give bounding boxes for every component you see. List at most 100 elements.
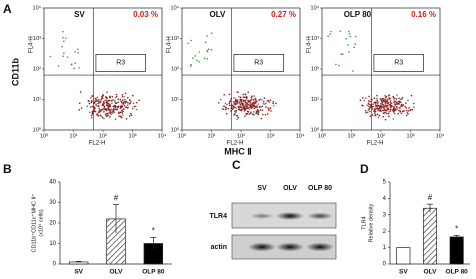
x-tick-label: 10⁴ bbox=[158, 132, 167, 139]
event-dot bbox=[109, 105, 112, 108]
event-dot bbox=[375, 105, 378, 107]
event-dot bbox=[368, 108, 371, 110]
event-dot bbox=[240, 100, 243, 102]
event-dot bbox=[104, 108, 107, 111]
event-dot bbox=[117, 112, 120, 115]
y-tick-label: 40 bbox=[49, 180, 56, 186]
band bbox=[306, 242, 334, 252]
event-dot bbox=[392, 118, 395, 120]
event-dot bbox=[88, 111, 91, 114]
event-dot bbox=[247, 106, 249, 109]
panel-letter: C bbox=[232, 158, 241, 172]
x-tick-label: 10⁴ bbox=[436, 132, 445, 139]
event-dot bbox=[371, 114, 374, 116]
event-dot bbox=[411, 108, 414, 111]
event-dot bbox=[408, 107, 410, 109]
event-dot bbox=[229, 100, 232, 102]
y-tick-label: 10² bbox=[33, 66, 41, 72]
event-dot bbox=[257, 103, 259, 105]
event-dot bbox=[388, 110, 390, 113]
event-dot bbox=[103, 111, 105, 113]
event-dot bbox=[253, 102, 256, 105]
event-dot bbox=[255, 112, 257, 115]
event-dot bbox=[374, 112, 376, 115]
event-dot bbox=[396, 106, 398, 108]
event-dot bbox=[127, 101, 129, 104]
event-dot bbox=[97, 114, 100, 117]
y-tick-label: 10⁰ bbox=[311, 126, 320, 133]
event-dot bbox=[74, 51, 76, 53]
event-dot bbox=[242, 93, 245, 96]
event-dot bbox=[384, 118, 387, 121]
event-dot bbox=[381, 106, 384, 109]
event-dot bbox=[388, 94, 391, 96]
gate bbox=[373, 54, 424, 72]
event-dot bbox=[114, 106, 117, 108]
event-dot bbox=[95, 104, 98, 107]
event-dot bbox=[110, 99, 112, 102]
event-dot bbox=[402, 110, 405, 112]
event-dot bbox=[206, 58, 209, 60]
event-dot bbox=[138, 99, 140, 101]
event-dot bbox=[98, 99, 100, 101]
x-tick-label: 10³ bbox=[129, 133, 137, 139]
event-dot bbox=[376, 97, 378, 100]
event-dot bbox=[262, 113, 264, 116]
event-dot bbox=[264, 113, 267, 116]
event-dot bbox=[237, 116, 240, 119]
y-axis-label: FL4-H bbox=[29, 36, 35, 53]
event-dot bbox=[94, 100, 96, 102]
event-dot bbox=[388, 96, 391, 99]
event-dot bbox=[198, 51, 201, 53]
event-dot bbox=[396, 94, 398, 96]
event-dot bbox=[396, 103, 398, 106]
event-dot bbox=[247, 100, 250, 102]
event-dot bbox=[395, 103, 397, 105]
band bbox=[276, 242, 304, 252]
event-dot bbox=[101, 116, 104, 119]
x-tick-label: OLP 80 bbox=[446, 269, 469, 276]
event-dot bbox=[263, 97, 266, 99]
significance-mark: # bbox=[114, 194, 119, 203]
event-dot bbox=[368, 95, 370, 98]
bar bbox=[422, 207, 438, 265]
event-dot bbox=[273, 104, 275, 107]
event-dot bbox=[389, 102, 392, 104]
event-dot bbox=[111, 96, 114, 98]
y-tick-label: 2 bbox=[383, 229, 387, 235]
event-dot bbox=[241, 104, 244, 107]
event-dot bbox=[386, 104, 389, 107]
event-dot bbox=[248, 108, 251, 110]
event-dot bbox=[228, 93, 231, 96]
event-dot bbox=[389, 110, 392, 112]
event-dot bbox=[383, 108, 386, 110]
event-dot bbox=[266, 113, 269, 115]
event-dot bbox=[406, 112, 409, 114]
x-axis-label: FL2-H bbox=[367, 141, 384, 147]
event-dot bbox=[223, 94, 225, 96]
event-dot bbox=[376, 113, 379, 116]
event-dot bbox=[268, 101, 270, 103]
percentage: 0.27 % bbox=[271, 10, 296, 19]
event-dot bbox=[112, 105, 115, 108]
x-tick-label: 10² bbox=[99, 133, 107, 139]
event-dot bbox=[369, 106, 371, 108]
event-dot bbox=[345, 38, 347, 40]
event-dot bbox=[96, 96, 99, 99]
event-dot bbox=[249, 106, 251, 108]
event-dot bbox=[348, 33, 351, 35]
event-dot bbox=[105, 112, 107, 115]
event-dot bbox=[210, 32, 213, 35]
event-dot bbox=[236, 100, 239, 103]
event-dot bbox=[77, 52, 80, 54]
event-dot bbox=[236, 118, 238, 120]
y-tick-label: 10³ bbox=[311, 36, 319, 42]
event-dot bbox=[244, 115, 246, 118]
event-dot bbox=[264, 103, 266, 105]
event-dot bbox=[262, 100, 265, 103]
gate-label: R3 bbox=[254, 60, 263, 67]
event-dot bbox=[115, 102, 118, 105]
event-dot bbox=[125, 106, 128, 109]
event-dot bbox=[119, 107, 122, 110]
event-dot bbox=[377, 116, 380, 119]
